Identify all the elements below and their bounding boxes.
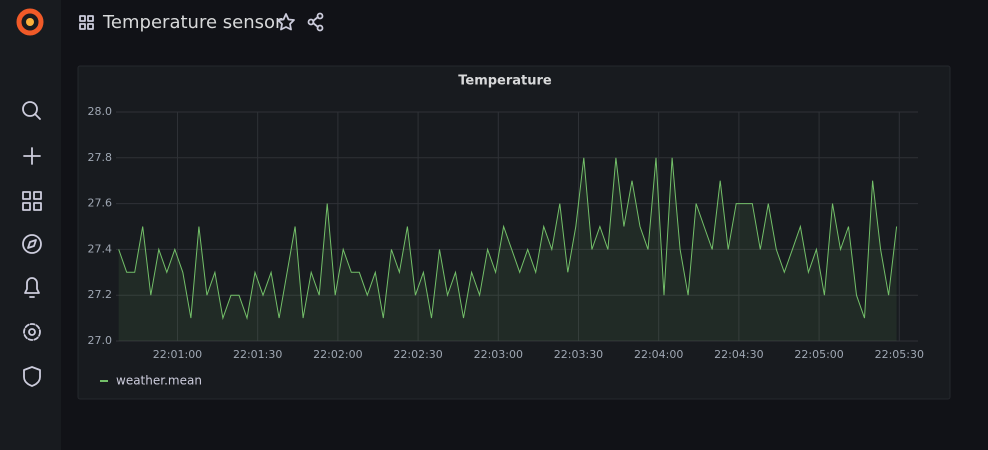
share-icon[interactable] <box>307 12 324 32</box>
y-tick-label: 27.0 <box>88 334 113 347</box>
grafana-logo[interactable] <box>16 8 44 36</box>
y-tick-label: 28.0 <box>88 105 113 118</box>
create-icon[interactable] <box>23 147 41 165</box>
line <box>118 157 898 321</box>
y-tick-label: 27.4 <box>88 242 113 255</box>
x-tick-label: 22:02:30 <box>393 348 442 361</box>
x-tick-label: 22:01:30 <box>233 348 282 361</box>
x-tick-label: 22:05:30 <box>875 348 924 361</box>
x-tick-label: 22:03:30 <box>554 348 603 361</box>
x-tick-label: 22:03:00 <box>474 348 523 361</box>
x-tick-label: 22:02:00 <box>313 348 362 361</box>
dashboard-title[interactable]: Temperature sensor <box>102 12 283 33</box>
star-icon[interactable] <box>277 13 295 31</box>
dashboard-grid-icon <box>79 15 94 30</box>
y-tick-label: 27.6 <box>88 197 113 210</box>
x-tick-label: 22:05:00 <box>794 348 843 361</box>
legend-label[interactable]: weather.mean <box>116 374 202 388</box>
x-tick-label: 22:04:00 <box>634 348 683 361</box>
line-area <box>118 157 897 341</box>
y-tick-label: 27.2 <box>88 288 113 301</box>
explore-icon[interactable] <box>22 234 42 254</box>
x-tick-label: 22:04:30 <box>714 348 763 361</box>
shield-icon[interactable] <box>23 366 41 387</box>
y-tick-label: 27.8 <box>88 151 113 164</box>
dashboards-icon[interactable] <box>22 191 42 211</box>
x-tick-label: 22:01:00 <box>153 348 202 361</box>
settings-icon[interactable] <box>23 323 41 341</box>
alerting-icon[interactable] <box>24 277 40 298</box>
panel-title[interactable]: Temperature <box>458 74 552 89</box>
search-icon[interactable] <box>22 101 41 120</box>
sidebar <box>0 0 61 450</box>
panel <box>77 65 951 400</box>
